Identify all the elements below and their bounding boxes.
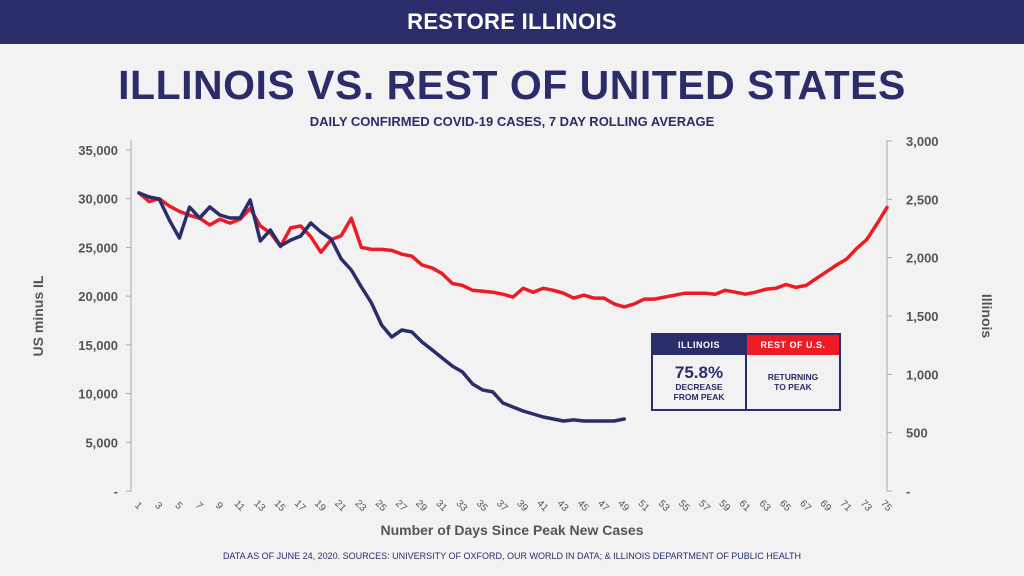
legend-illinois-value: 75.8% (674, 362, 724, 382)
x-tick-label: 63 (757, 498, 773, 514)
right-tick-label: 2,500 (906, 192, 939, 207)
right-tick-label: - (906, 484, 910, 499)
series-line-illinois (137, 191, 626, 423)
right-tick-label: 1,500 (906, 309, 939, 324)
x-tick-label: 75 (878, 498, 894, 514)
left-tick-label: 10,000 (78, 387, 118, 402)
x-tick-label: 41 (534, 498, 550, 514)
x-tick-label: 17 (292, 498, 308, 514)
chart-title: ILLINOIS VS. REST OF UNITED STATES (118, 62, 906, 108)
x-tick-label: 73 (858, 498, 874, 514)
source-footer: DATA AS OF JUNE 24, 2020. SOURCES: UNIVE… (222, 551, 802, 561)
left-tick-label: 15,000 (78, 338, 118, 353)
legend-rest-label: REST OF U.S. (747, 335, 839, 355)
x-tick-label: 55 (676, 498, 692, 514)
x-tick-label: 25 (373, 498, 389, 514)
legend-box: ILLINOIS 75.8% DECREASE FROM PEAK REST O… (651, 333, 841, 411)
x-tick-label: 21 (332, 498, 348, 514)
left-axis-label: US minus IL (30, 275, 46, 356)
x-tick-label: 49 (615, 498, 631, 514)
left-tick-label: 25,000 (78, 240, 118, 255)
right-tick-label: 3,000 (906, 134, 939, 149)
left-tick-label: 5,000 (85, 435, 118, 450)
x-tick-label: 39 (514, 498, 530, 514)
left-tick-label: 30,000 (78, 192, 118, 207)
x-tick-label: 1 (132, 500, 144, 512)
x-tick-label: 45 (575, 498, 591, 514)
x-tick-label: 27 (393, 498, 409, 514)
x-tick-label: 65 (777, 498, 793, 514)
x-tick-label: 59 (716, 498, 732, 514)
x-tick-label: 53 (656, 498, 672, 514)
x-tick-label: 51 (636, 498, 652, 514)
legend-rest-line1: RETURNING (767, 372, 819, 382)
x-tick-label: 23 (352, 498, 368, 514)
x-tick-label: 11 (231, 498, 246, 513)
x-tick-label: 37 (494, 498, 510, 514)
legend-illinois-label: ILLINOIS (653, 335, 745, 355)
x-tick-label: 35 (474, 498, 490, 514)
x-tick-label: 5 (173, 500, 185, 512)
left-tick-label: - (114, 484, 118, 499)
x-tick-label: 29 (413, 498, 429, 514)
right-tick-label: 2,000 (906, 251, 939, 266)
x-tick-label: 15 (272, 498, 288, 514)
x-tick-label: 31 (433, 498, 449, 514)
legend-rest-line2: TO PEAK (774, 382, 812, 392)
x-tick-label: 69 (817, 498, 833, 514)
x-tick-label: 13 (251, 498, 267, 514)
x-tick-label: 57 (696, 498, 712, 514)
x-tick-label: 47 (595, 498, 611, 514)
legend-illinois-line1: DECREASE (675, 381, 723, 392)
right-tick-label: 1,000 (906, 367, 939, 382)
x-tick-label: 61 (737, 498, 753, 514)
x-tick-label: 3 (152, 500, 164, 512)
left-tick-label: 20,000 (78, 289, 118, 304)
legend-illinois: ILLINOIS 75.8% DECREASE FROM PEAK (653, 335, 745, 409)
left-tick-label: 35,000 (78, 143, 118, 158)
x-tick-label: 67 (797, 498, 813, 514)
x-tick-label: 43 (555, 498, 571, 514)
x-tick-label: 7 (193, 500, 205, 512)
right-axis-label: Illinois (979, 294, 995, 339)
x-tick-label: 71 (838, 498, 854, 514)
x-tick-label: 33 (454, 498, 470, 514)
chart-subtitle: DAILY CONFIRMED COVID-19 CASES, 7 DAY RO… (309, 114, 715, 129)
x-axis-label: Number of Days Since Peak New Cases (380, 522, 643, 538)
legend-illinois-line2: FROM PEAK (673, 391, 725, 402)
x-tick-label: 19 (312, 498, 328, 514)
legend-rest: REST OF U.S. RETURNING TO PEAK (745, 335, 839, 409)
x-tick-label: 9 (213, 500, 225, 512)
right-tick-label: 500 (906, 426, 928, 441)
banner: RESTORE ILLINOIS (0, 0, 1024, 44)
